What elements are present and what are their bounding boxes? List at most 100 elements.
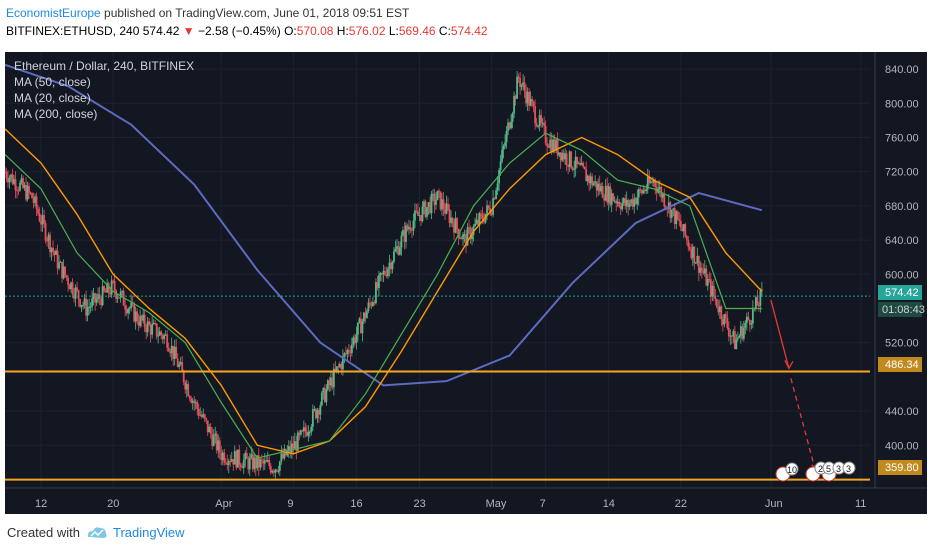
candle-body — [230, 459, 233, 462]
time-tick: Apr — [215, 498, 232, 510]
event-count-2: 2 — [818, 464, 823, 474]
countdown-tag-bg — [878, 302, 922, 317]
candle-body — [233, 451, 236, 465]
candle-body — [154, 322, 157, 324]
candle-body — [166, 334, 169, 348]
candle-body — [164, 334, 167, 336]
candle-body — [101, 286, 104, 306]
candle-body — [206, 420, 209, 433]
candle-body — [163, 335, 166, 340]
event-badge-1[interactable] — [785, 462, 799, 476]
price-tick: 720.00 — [885, 167, 919, 179]
candle-body — [38, 213, 41, 222]
candle-body — [363, 312, 365, 322]
symbol-label: BITFINEX:ETHUSD, 240 — [6, 24, 140, 38]
candle-body — [256, 455, 259, 469]
published-text: published on TradingView.com, June 01, 2… — [100, 6, 410, 20]
candle-body — [113, 280, 116, 291]
candle-body — [469, 227, 472, 240]
candle-body — [738, 335, 741, 338]
candle-body — [427, 202, 430, 208]
candle-body — [709, 279, 712, 297]
price-tick: 760.00 — [885, 132, 919, 144]
candle-body — [181, 362, 184, 371]
candle-body — [682, 224, 685, 232]
economic-events[interactable]: 10 2 5 3 3 — [775, 461, 856, 482]
candle-body — [98, 294, 101, 299]
candle-body — [754, 297, 757, 309]
candle-body — [50, 247, 53, 253]
candle-body — [119, 292, 122, 298]
candle-body — [757, 305, 760, 307]
candle-body — [226, 462, 229, 466]
level-upper-tag-bg — [878, 357, 922, 372]
candle-body — [62, 266, 65, 279]
candle-body — [52, 247, 54, 252]
candle-body — [155, 323, 158, 337]
author-link[interactable]: EconomistEurope — [6, 6, 101, 20]
chart-pane[interactable]: 840.00 800.00 760.00 720.00 680.00 640.00 600.… — [5, 52, 927, 514]
candle-body — [676, 211, 679, 220]
time-tick: 9 — [287, 498, 293, 510]
candle-body — [65, 275, 68, 278]
price-tick: 640.00 — [885, 235, 919, 247]
candle-body — [149, 324, 152, 335]
candle-body — [7, 177, 9, 183]
legend-ma20[interactable]: MA (20, close) — [14, 91, 91, 105]
candle-body — [664, 206, 667, 208]
candle-body — [691, 246, 694, 259]
candle-body — [41, 215, 44, 225]
candle-body — [278, 461, 281, 471]
candle-body — [535, 123, 538, 127]
candle-body — [576, 156, 579, 164]
candle-body — [396, 246, 398, 249]
projection-arrow-dashed — [790, 378, 817, 473]
candle-body — [352, 337, 355, 345]
candle-body — [17, 190, 20, 192]
candle-body — [277, 470, 280, 472]
event-count-1: 10 — [787, 465, 797, 475]
tradingview-logo-icon[interactable] — [85, 523, 109, 541]
candle-body — [194, 402, 197, 404]
candle-body — [715, 298, 718, 308]
chart-canvas[interactable]: 840.00 800.00 760.00 720.00 680.00 640.00 600.… — [5, 52, 927, 514]
price-tick: 840.00 — [885, 64, 919, 76]
ma20-line — [5, 132, 762, 459]
candle-body — [260, 459, 263, 461]
tradingview-link[interactable]: TradingView — [113, 525, 185, 540]
candle-body — [393, 251, 395, 262]
candle-body — [466, 227, 469, 246]
candle-body — [347, 349, 350, 353]
candle-body — [742, 327, 745, 339]
candle-body — [616, 201, 619, 204]
candle-body — [747, 316, 750, 320]
legend-ma50[interactable]: MA (50, close) — [14, 75, 91, 89]
candle-body — [106, 283, 109, 293]
time-scale[interactable]: 12 20 Apr 9 16 23 May 7 14 22 Jun 11 — [35, 498, 866, 510]
candle-body — [406, 225, 409, 230]
candle-body — [558, 152, 561, 156]
candle-body — [708, 279, 711, 281]
candle-body — [266, 460, 269, 462]
candle-body — [26, 185, 29, 200]
arrowhead-icon — [784, 360, 794, 370]
candle-body — [91, 298, 94, 307]
price-scale[interactable]: 840.00 800.00 760.00 720.00 680.00 640.00 600.… — [885, 64, 919, 452]
close-value: 574.42 — [450, 24, 488, 38]
candle-body — [730, 335, 733, 337]
candle-body — [317, 410, 320, 415]
candle-body — [272, 470, 275, 473]
event-badge-5[interactable] — [842, 461, 856, 475]
legend-title[interactable]: Ethereum / Dollar, 240, BITFINEX — [14, 59, 195, 73]
candle-body — [550, 139, 553, 153]
candle-body — [478, 213, 481, 226]
last-price: 574.42 — [142, 24, 180, 38]
candle-body — [191, 400, 194, 403]
time-tick: 20 — [107, 498, 119, 510]
candle-body — [553, 139, 556, 151]
legend-ma200[interactable]: MA (200, close) — [14, 107, 98, 121]
candle-body — [302, 427, 305, 432]
open-value: 570.08 — [296, 24, 334, 38]
candle-body — [244, 452, 247, 460]
candle-body — [603, 197, 606, 201]
